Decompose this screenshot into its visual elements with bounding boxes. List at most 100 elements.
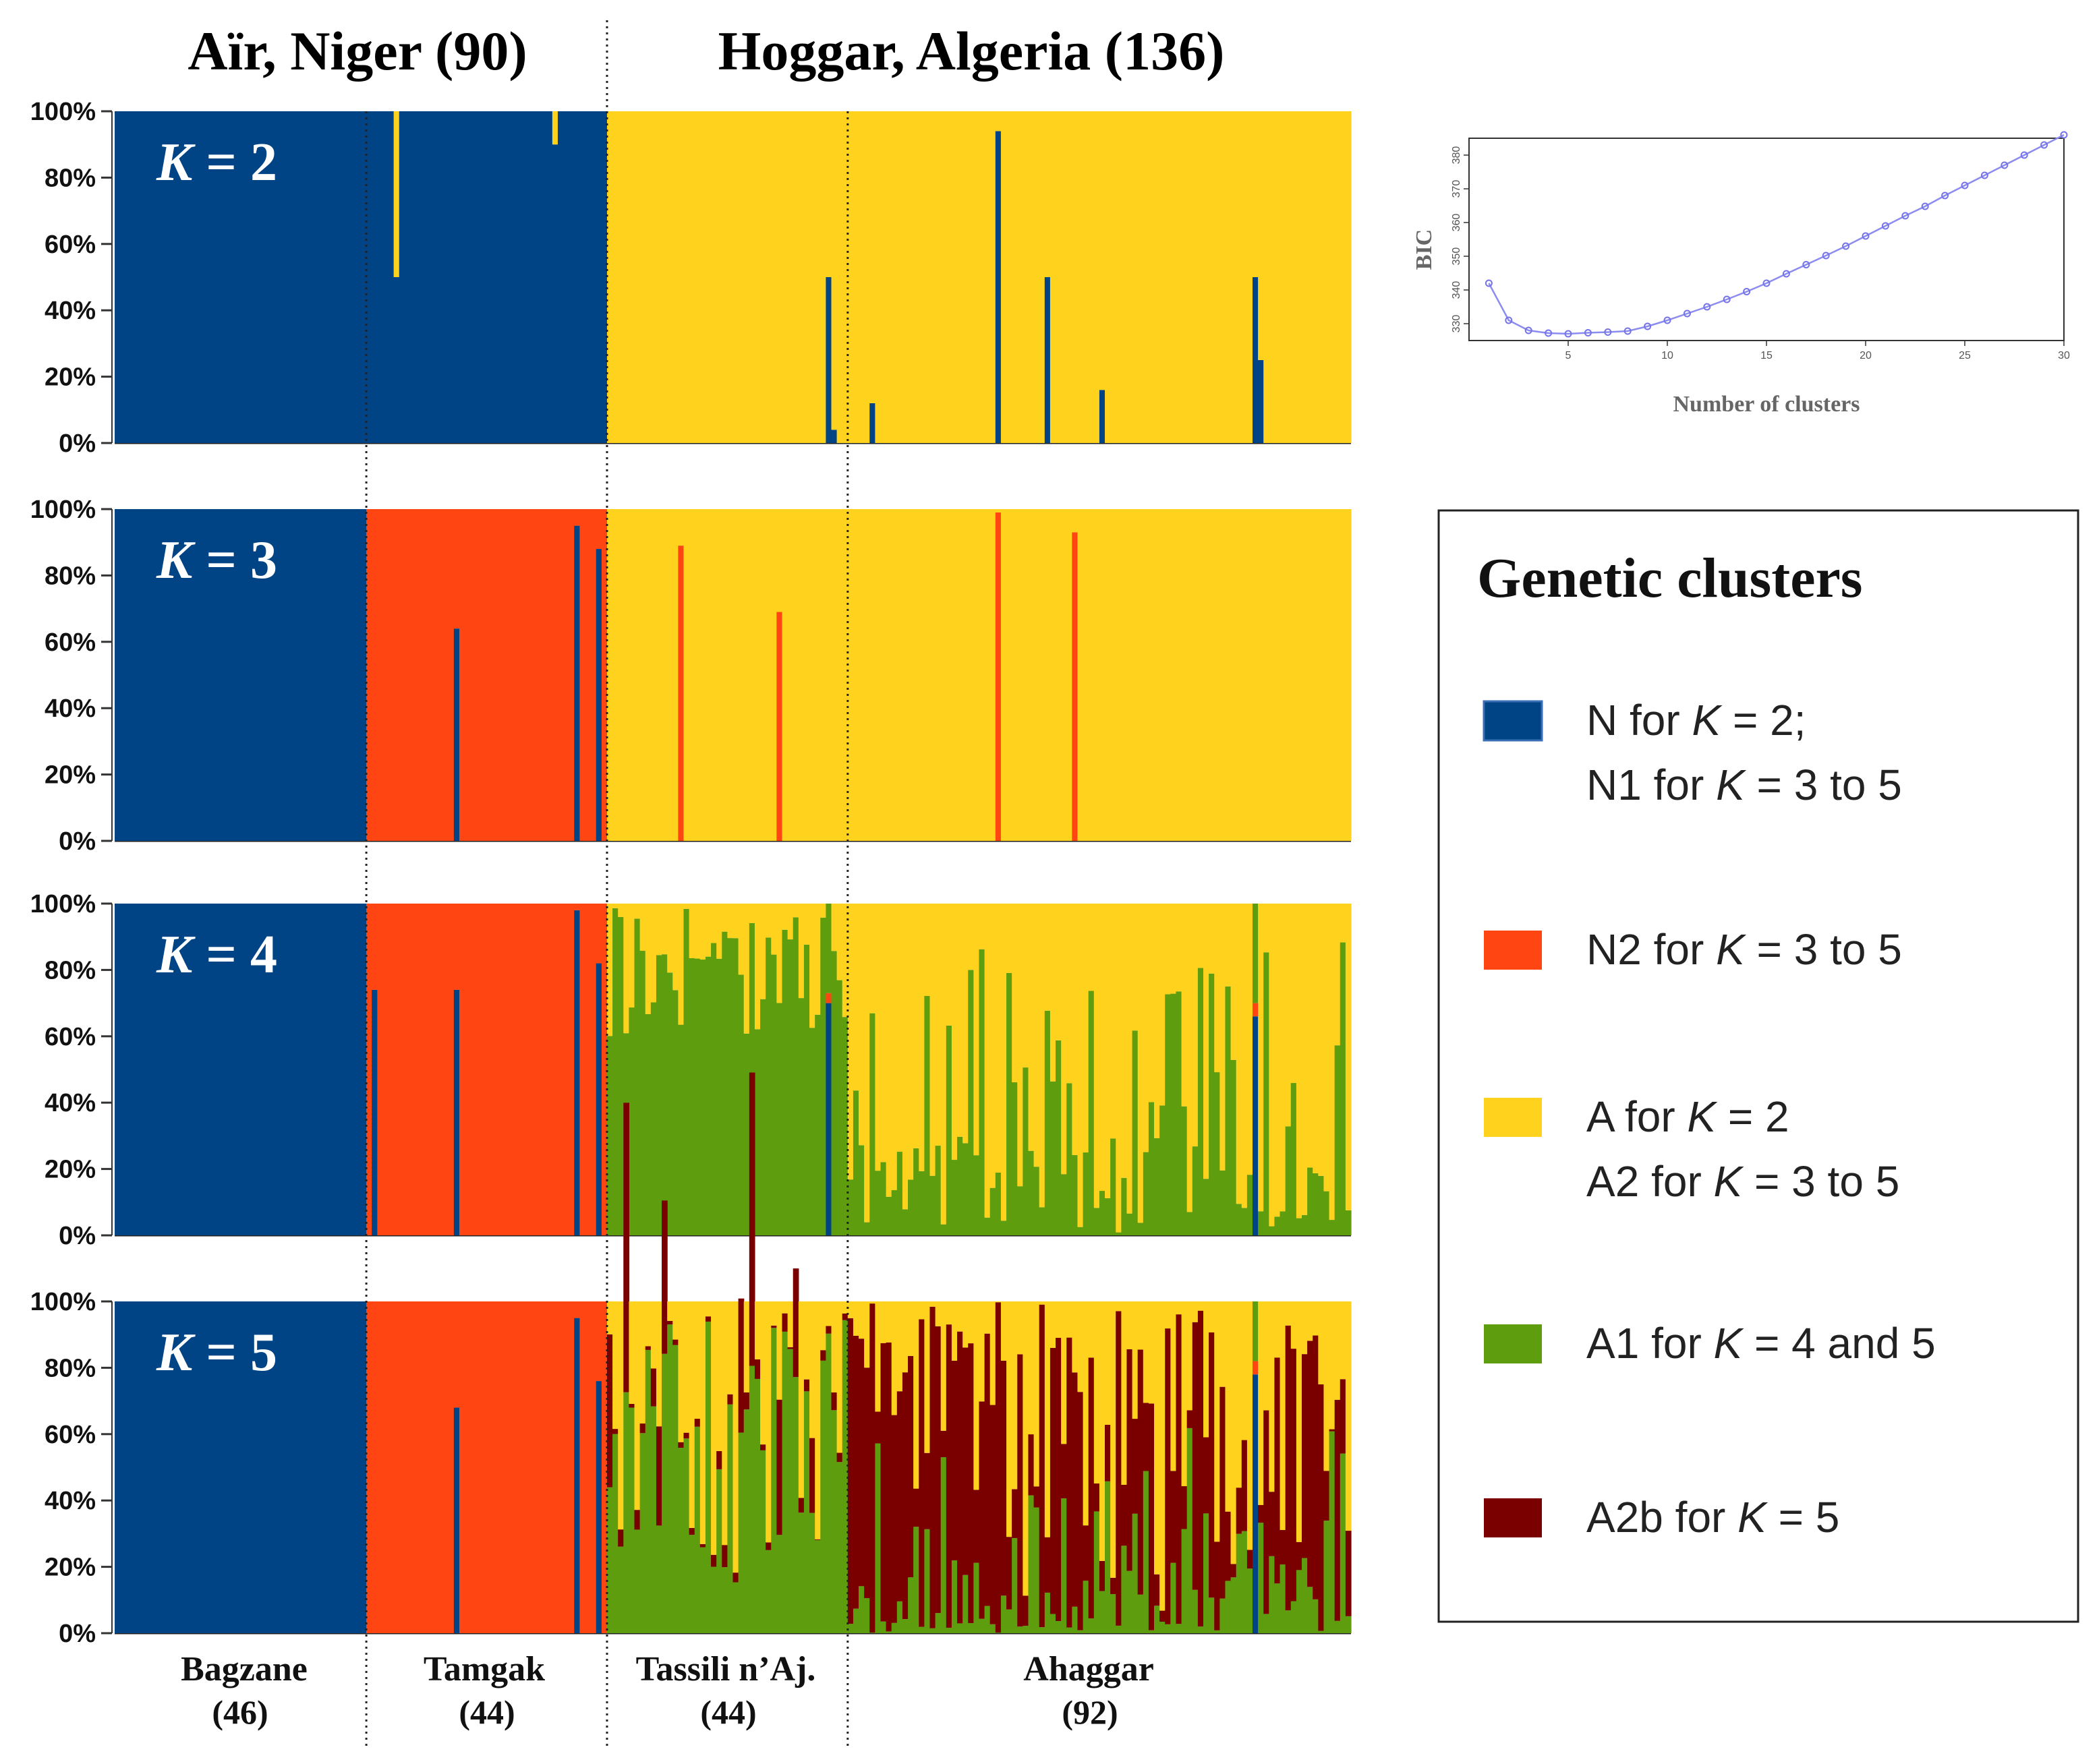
admixture-bar-segment: [1186, 1301, 1193, 1411]
admixture-panel: 0% 20% 40% 60% 80% 100% K = 3: [30, 496, 1352, 856]
admixture-bar-segment: [629, 1301, 635, 1404]
admixture-bar-segment: [618, 916, 624, 1235]
admixture-bar-segment: [235, 904, 241, 1235]
admixture-bar-segment: [1214, 1541, 1220, 1630]
admixture-bar-segment: [448, 1301, 455, 1633]
admixture-bar-segment: [1105, 1481, 1111, 1633]
admixture-bar-segment: [322, 1301, 328, 1633]
admixture-bar-segment: [426, 904, 433, 1235]
admixture-bar-segment: [1132, 1513, 1139, 1633]
admixture-bar-segment: [738, 1298, 745, 1433]
admixture-bar-segment: [749, 904, 755, 923]
admixture-bar-segment: [502, 1301, 509, 1633]
admixture-bar-segment: [793, 509, 799, 841]
admixture-bar-segment: [1006, 1301, 1012, 1537]
admixture-bar-segment: [1056, 111, 1062, 443]
admixture-bar-segment: [1056, 1301, 1062, 1338]
admixture-bar-segment: [1050, 1347, 1056, 1614]
admixture-bar-segment: [919, 111, 925, 443]
admixture-bar-segment: [185, 111, 192, 443]
admixture-bar-segment: [1023, 111, 1029, 443]
admixture-bar-segment: [853, 1335, 859, 1609]
admixture-bar-segment: [913, 111, 919, 443]
admixture-bar-segment: [656, 111, 662, 443]
admixture-bar-segment: [1132, 904, 1139, 1031]
y-tick-label: 80%: [45, 164, 96, 192]
admixture-bar-segment: [1066, 1627, 1072, 1633]
admixture-bar-segment: [306, 904, 312, 1235]
admixture-bar-segment: [1186, 1410, 1193, 1428]
admixture-bar-segment: [919, 1301, 925, 1320]
admixture-bar-segment: [585, 111, 592, 443]
admixture-bar-segment: [989, 1405, 996, 1624]
admixture-bar-segment: [164, 111, 170, 443]
admixture-bar-segment: [831, 1392, 838, 1411]
admixture-bar-segment: [984, 509, 991, 841]
admixture-bar-segment: [514, 111, 520, 443]
admixture-bar-segment: [815, 1301, 821, 1539]
bic-point: [1505, 316, 1513, 324]
admixture-bar-segment: [497, 904, 504, 1235]
admixture-bar-segment: [202, 904, 208, 1235]
admixture-bar-segment: [891, 1622, 898, 1633]
admixture-bar-segment: [946, 904, 952, 1026]
admixture-bar-segment: [859, 904, 865, 1146]
admixture-bar-segment: [1236, 904, 1242, 1204]
admixture-bar-segment: [1143, 1152, 1149, 1235]
admixture-bar-segment: [1099, 509, 1105, 841]
admixture-bar-segment: [809, 1438, 815, 1513]
admixture-bar-segment: [196, 1301, 203, 1633]
admixture-bar-segment: [645, 111, 652, 443]
admixture-bar-segment: [1290, 1349, 1297, 1601]
admixture-bar-segment: [803, 111, 810, 443]
admixture-bar-segment: [470, 1301, 476, 1633]
admixture-bar-segment: [191, 1301, 198, 1633]
admixture-bar-segment: [1044, 1592, 1051, 1633]
admixture-bar-segment: [1258, 1211, 1264, 1235]
admixture-bar-segment: [645, 1013, 652, 1235]
admixture-bar-segment: [1323, 509, 1330, 841]
admixture-bar-segment: [662, 509, 668, 841]
admixture-bar-segment: [1181, 904, 1188, 1107]
y-tick-label: 20%: [45, 761, 96, 790]
admixture-bar-segment: [1116, 1232, 1122, 1235]
admixture-bar-segment: [393, 1301, 400, 1633]
admixture-bar-segment: [1056, 1621, 1062, 1633]
admixture-bar-segment: [1126, 1301, 1133, 1349]
admixture-bar-segment: [579, 111, 586, 443]
admixture-bar-segment: [929, 904, 936, 1176]
admixture-bar-segment: [1307, 904, 1313, 1168]
admixture-bar-segment: [202, 1301, 208, 1633]
admixture-bar-segment: [766, 1550, 772, 1633]
admixture-bar-segment: [1274, 904, 1281, 1217]
admixture-bar-segment: [317, 111, 323, 443]
admixture-bar-segment: [880, 1301, 887, 1343]
admixture-bar-segment: [246, 1301, 252, 1633]
population-count: (46): [212, 1693, 268, 1731]
admixture-bar-segment: [705, 1301, 712, 1317]
admixture-bar-segment: [1236, 1204, 1242, 1235]
admixture-bar-segment: [409, 904, 416, 1235]
admixture-bar-segment: [382, 1301, 389, 1633]
admixture-bar-segment: [639, 111, 646, 443]
admixture-bar-segment: [453, 904, 460, 990]
legend-box: [1437, 509, 2079, 1623]
admixture-bar-segment: [864, 1598, 870, 1633]
admixture-bar-segment: [246, 509, 252, 841]
admixture-bar-segment: [212, 509, 219, 841]
admixture-bar-segment: [618, 1546, 624, 1633]
admixture-bar-segment: [1083, 1301, 1089, 1526]
admixture-bar-segment: [1263, 904, 1269, 953]
admixture-bar-segment: [1137, 1349, 1144, 1595]
admixture-bar-segment: [552, 1301, 558, 1633]
y-tick-label: 100%: [30, 496, 96, 524]
admixture-bar-segment: [1285, 111, 1292, 443]
y-tick-label: 40%: [45, 695, 96, 723]
admixture-bar-segment: [694, 111, 701, 443]
admixture-bar-segment: [502, 111, 509, 443]
admixture-bar-segment: [1225, 986, 1232, 1235]
admixture-bar-segment: [639, 1433, 646, 1633]
admixture-bar-segment: [803, 509, 810, 841]
admixture-bar-segment: [1241, 1208, 1248, 1235]
admixture-bar-segment: [859, 111, 865, 443]
